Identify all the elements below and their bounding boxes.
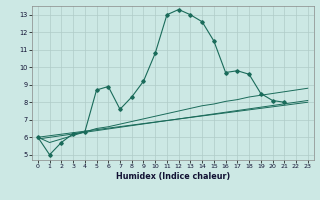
X-axis label: Humidex (Indice chaleur): Humidex (Indice chaleur) bbox=[116, 172, 230, 181]
